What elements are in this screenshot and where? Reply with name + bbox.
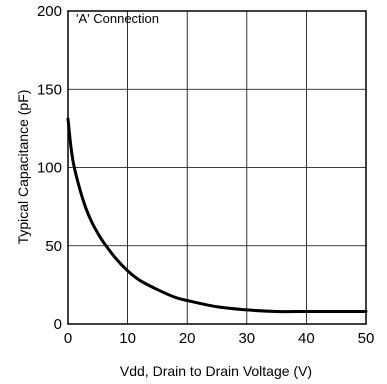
y-tick-labels: 0 50 100 150 200 — [37, 3, 62, 333]
y-tick-label: 200 — [37, 3, 62, 20]
x-tick-label: 10 — [119, 330, 136, 347]
x-tick-label: 0 — [64, 330, 72, 347]
plot-frame — [67, 10, 367, 325]
y-tick-label: 150 — [37, 81, 62, 98]
x-tick-labels: 0 10 20 30 40 50 — [64, 330, 375, 347]
x-tick-label: 20 — [179, 330, 196, 347]
series-line — [66, 117, 368, 314]
y-tick-label: 100 — [37, 160, 62, 177]
y-tick-label: 50 — [45, 238, 62, 255]
x-tick-label: 30 — [238, 330, 255, 347]
y-axis-label: Typical Capacitance (pF) — [15, 90, 31, 245]
x-tick-label: 40 — [298, 330, 315, 347]
y-tick-label: 0 — [54, 316, 62, 333]
x-axis-label: Vdd, Drain to Drain Voltage (V) — [120, 363, 312, 379]
annotation-text: 'A' Connection — [76, 11, 159, 26]
x-tick-label: 50 — [358, 330, 375, 347]
